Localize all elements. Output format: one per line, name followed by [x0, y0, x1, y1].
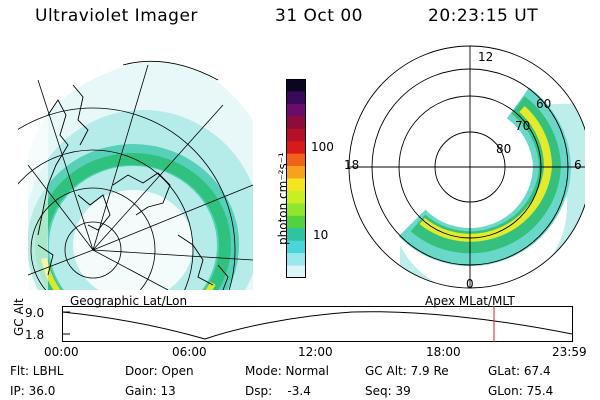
- polar-grid: [348, 45, 585, 289]
- colorbar-cell: [286, 228, 306, 242]
- altitude-ytick-9: 9.0: [25, 306, 45, 320]
- mlat-label-80: 80: [496, 142, 511, 156]
- colorbar: [286, 79, 306, 278]
- colorbar-cell: [286, 128, 306, 142]
- status-filter: Flt: LBHL: [10, 364, 64, 378]
- altitude-plot-frame: [62, 306, 573, 342]
- altitude-curve: [62, 311, 573, 340]
- colorbar-unit-label: photon cm⁻²s⁻¹: [276, 152, 290, 245]
- colorbar-cell: [286, 203, 306, 217]
- colorbar-cell: [286, 153, 306, 167]
- colorbar-tick-10: 10: [313, 228, 329, 242]
- altitude-ytick-1: 1.8: [25, 328, 45, 342]
- status-glon: GLon: 75.4: [488, 384, 554, 398]
- xtick-0000: 00:00: [44, 345, 79, 359]
- xtick-2359: 23:59: [552, 345, 587, 359]
- instrument-title: Ultraviolet Imager: [35, 6, 198, 26]
- mlat-label-60: 60: [536, 97, 551, 111]
- status-mode: Mode: Normal: [245, 364, 329, 378]
- geographic-map: [18, 60, 254, 290]
- colorbar-cell: [286, 166, 306, 179]
- colorbar-cell: [286, 240, 306, 254]
- altitude-plot: [62, 306, 573, 342]
- altitude-ylabel: GC Alt: [12, 298, 26, 336]
- date-label: 31 Oct 00: [275, 6, 363, 26]
- colorbar-cell: [286, 116, 306, 130]
- status-dsp: Dsp: -3.4: [245, 384, 311, 398]
- status-door: Door: Open: [125, 364, 194, 378]
- status-gain: Gain: 13: [125, 384, 176, 398]
- mlt-label-12: 12: [478, 50, 493, 64]
- colorbar-tick-100: 100: [311, 140, 334, 154]
- mlt-label-18: 18: [344, 158, 359, 172]
- mlat-label-70: 70: [515, 119, 530, 133]
- xtick-1800: 18:00: [426, 345, 461, 359]
- mlat-mlt-polar-map: 12 0 18 6 60 70 80: [344, 45, 585, 290]
- night-edge: [28, 61, 48, 290]
- time-label: 20:23:15 UT: [428, 6, 539, 26]
- colorbar-cell: [286, 190, 306, 204]
- colorbar-cell: [286, 265, 306, 278]
- mlt-label-0: 0: [466, 277, 474, 290]
- status-glat: GLat: 67.4: [488, 364, 551, 378]
- colorbar-cell: [286, 141, 306, 155]
- mlt-label-6: 6: [574, 158, 582, 172]
- colorbar-cell: [286, 103, 306, 117]
- status-gc-alt: GC Alt: 7.9 Re: [365, 364, 449, 378]
- xtick-1200: 12:00: [298, 345, 333, 359]
- colorbar-cell: [286, 91, 306, 105]
- graticule: [18, 64, 254, 290]
- colorbar-cell: [286, 215, 306, 229]
- right-map-caption: Apex MLat/MLT: [425, 294, 515, 308]
- coastlines: [37, 60, 229, 290]
- colorbar-cell: [286, 253, 306, 267]
- left-map-caption: Geographic Lat/Lon: [70, 294, 188, 308]
- status-ip: IP: 36.0: [10, 384, 56, 398]
- colorbar-cell: [286, 79, 306, 92]
- xtick-0600: 06:00: [172, 345, 207, 359]
- colorbar-cell: [286, 178, 306, 192]
- status-seq: Seq: 39: [365, 384, 411, 398]
